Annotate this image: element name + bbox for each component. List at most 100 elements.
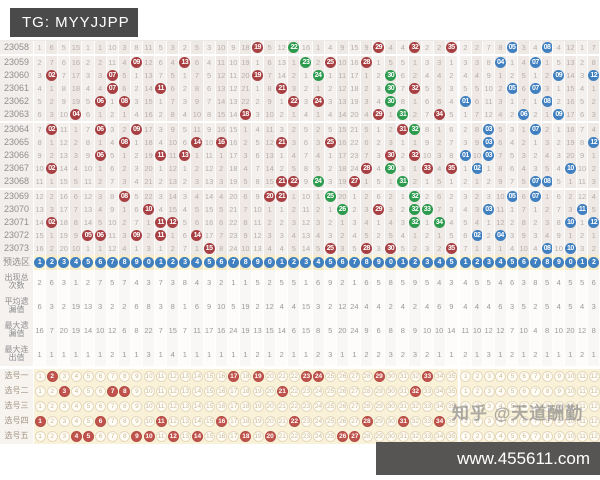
pick-ball-selected[interactable]: 2 bbox=[46, 371, 58, 382]
pick-ball-selected[interactable]: 4 bbox=[70, 431, 82, 442]
pick-ball-selected[interactable]: 8 bbox=[119, 386, 131, 397]
pick-ball[interactable]: 22 bbox=[288, 386, 300, 397]
pick-ball[interactable]: 32 bbox=[409, 431, 421, 442]
pick-ball[interactable]: 8 bbox=[542, 386, 554, 397]
pick-ball[interactable]: 3 bbox=[483, 371, 495, 382]
pick-ball[interactable]: 3 bbox=[58, 401, 70, 412]
pick-ball[interactable]: 8 bbox=[119, 431, 131, 442]
pick-ball[interactable]: 10 bbox=[143, 416, 155, 427]
pick-ball-selected[interactable]: 20 bbox=[264, 431, 276, 442]
pick-ball[interactable]: 20 bbox=[264, 371, 276, 382]
pick-ball[interactable]: 9 bbox=[553, 371, 565, 382]
pick-ball[interactable]: 9 bbox=[131, 386, 143, 397]
pick-ball[interactable]: 28 bbox=[361, 386, 373, 397]
pick-ball-selected[interactable]: 7 bbox=[107, 386, 119, 397]
pick-ball-selected[interactable]: 29 bbox=[373, 371, 385, 382]
pick-ball[interactable]: 10 bbox=[565, 386, 577, 397]
pick-ball[interactable]: 29 bbox=[373, 401, 385, 412]
pick-ball[interactable]: 11 bbox=[577, 416, 589, 427]
pick-ball-selected[interactable]: 18 bbox=[240, 431, 252, 442]
pick-ball[interactable]: 12 bbox=[167, 386, 179, 397]
pick-ball[interactable]: 13 bbox=[179, 431, 191, 442]
pick-ball[interactable]: 1 bbox=[460, 401, 472, 412]
pick-ball[interactable]: 25 bbox=[325, 386, 337, 397]
pick-ball[interactable]: 4 bbox=[495, 386, 507, 397]
pick-ball[interactable]: 34 bbox=[434, 371, 446, 382]
pick-ball-selected[interactable]: 17 bbox=[228, 371, 240, 382]
pick-ball-selected[interactable]: 31 bbox=[397, 416, 409, 427]
pick-ball[interactable]: 15 bbox=[204, 401, 216, 412]
pick-ball[interactable]: 31 bbox=[397, 401, 409, 412]
pick-ball[interactable]: 17 bbox=[228, 431, 240, 442]
pick-ball-selected[interactable]: 11 bbox=[155, 416, 167, 427]
pick-ball[interactable]: 25 bbox=[325, 371, 337, 382]
pick-ball[interactable]: 23 bbox=[300, 401, 312, 412]
pick-ball[interactable]: 12 bbox=[167, 401, 179, 412]
pick-ball[interactable]: 18 bbox=[240, 416, 252, 427]
pick-ball[interactable]: 4 bbox=[495, 416, 507, 427]
pick-ball-selected[interactable]: 6 bbox=[95, 416, 107, 427]
pick-ball[interactable]: 1 bbox=[460, 371, 472, 382]
pick-ball[interactable]: 30 bbox=[385, 416, 397, 427]
pick-ball[interactable]: 5 bbox=[507, 386, 519, 397]
pick-ball[interactable]: 16 bbox=[216, 386, 228, 397]
pick-ball[interactable]: 7 bbox=[107, 401, 119, 412]
pick-ball[interactable]: 9 bbox=[553, 386, 565, 397]
pick-ball[interactable]: 13 bbox=[179, 401, 191, 412]
pick-ball[interactable]: 5 bbox=[507, 416, 519, 427]
pick-ball[interactable]: 8 bbox=[119, 371, 131, 382]
pick-ball[interactable]: 25 bbox=[325, 416, 337, 427]
pick-ball[interactable]: 3 bbox=[58, 371, 70, 382]
pick-ball[interactable]: 7 bbox=[107, 416, 119, 427]
pick-ball[interactable]: 24 bbox=[313, 431, 325, 442]
pick-ball[interactable]: 30 bbox=[385, 371, 397, 382]
pick-ball[interactable]: 7 bbox=[107, 431, 119, 442]
pick-ball-selected[interactable]: 33 bbox=[422, 371, 434, 382]
pick-ball[interactable]: 29 bbox=[373, 431, 385, 442]
pick-ball[interactable]: 24 bbox=[313, 386, 325, 397]
pick-ball[interactable]: 5 bbox=[82, 371, 94, 382]
pick-ball[interactable]: 3 bbox=[483, 431, 495, 442]
pick-ball[interactable]: 9 bbox=[131, 371, 143, 382]
pick-ball[interactable]: 18 bbox=[240, 371, 252, 382]
pick-ball[interactable]: 21 bbox=[276, 416, 288, 427]
pick-ball-selected[interactable]: 10 bbox=[143, 431, 155, 442]
pick-ball[interactable]: 2 bbox=[472, 431, 483, 442]
pick-ball[interactable]: 14 bbox=[191, 416, 203, 427]
pick-ball[interactable]: 14 bbox=[191, 401, 203, 412]
pick-ball[interactable]: 12 bbox=[588, 416, 600, 427]
pick-ball[interactable]: 33 bbox=[422, 386, 434, 397]
pick-ball[interactable]: 4 bbox=[70, 416, 82, 427]
pick-ball-selected[interactable]: 12 bbox=[167, 431, 179, 442]
pick-ball[interactable]: 1 bbox=[460, 386, 472, 397]
pick-ball[interactable]: 34 bbox=[434, 386, 446, 397]
pick-ball[interactable]: 20 bbox=[264, 416, 276, 427]
pick-ball[interactable]: 3 bbox=[58, 416, 70, 427]
pick-ball[interactable]: 2 bbox=[472, 401, 483, 412]
pick-ball[interactable]: 2 bbox=[46, 431, 58, 442]
pick-ball[interactable]: 26 bbox=[337, 371, 349, 382]
pick-ball[interactable]: 9 bbox=[131, 416, 143, 427]
pick-ball[interactable]: 16 bbox=[216, 371, 228, 382]
pick-ball[interactable]: 6 bbox=[518, 416, 530, 427]
pick-ball[interactable]: 6 bbox=[95, 401, 107, 412]
pick-ball[interactable]: 20 bbox=[264, 386, 276, 397]
pick-ball[interactable]: 22 bbox=[288, 371, 300, 382]
pick-ball[interactable]: 1 bbox=[34, 431, 46, 442]
pick-ball[interactable]: 34 bbox=[434, 401, 446, 412]
pick-ball[interactable]: 18 bbox=[240, 401, 252, 412]
pick-ball[interactable]: 8 bbox=[542, 371, 554, 382]
pick-ball[interactable]: 1 bbox=[460, 416, 472, 427]
pick-ball[interactable]: 7 bbox=[107, 371, 119, 382]
pick-ball[interactable]: 26 bbox=[337, 416, 349, 427]
pick-ball-selected[interactable]: 16 bbox=[216, 416, 228, 427]
pick-ball[interactable]: 21 bbox=[276, 401, 288, 412]
pick-ball-selected[interactable]: 5 bbox=[82, 431, 94, 442]
pick-ball[interactable]: 8 bbox=[119, 401, 131, 412]
pick-ball-selected[interactable]: 26 bbox=[337, 431, 349, 442]
pick-ball[interactable]: 33 bbox=[422, 416, 434, 427]
pick-ball[interactable]: 25 bbox=[325, 431, 337, 442]
pick-ball[interactable]: 19 bbox=[252, 401, 264, 412]
pick-ball[interactable]: 6 bbox=[95, 371, 107, 382]
pick-ball[interactable]: 3 bbox=[483, 401, 495, 412]
